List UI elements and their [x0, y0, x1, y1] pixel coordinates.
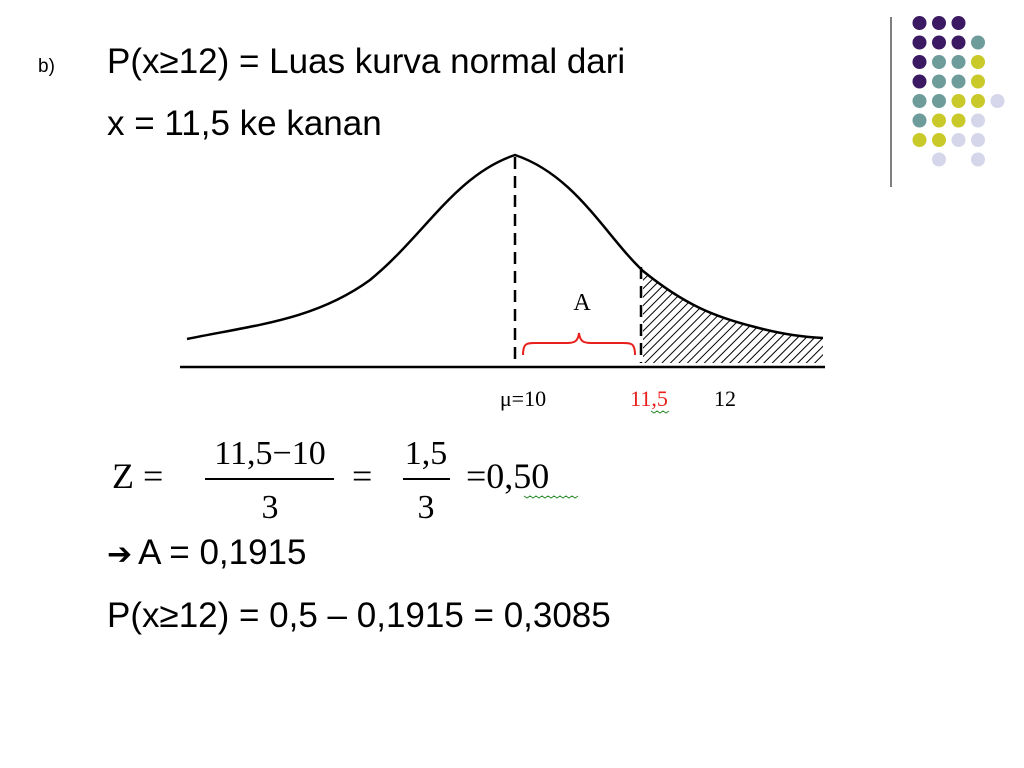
- right-arrow-icon: ➔: [107, 537, 133, 572]
- normal-curve-figure: A μ=10 11,5 12: [180, 153, 825, 414]
- decorative-dot: [951, 16, 966, 30]
- decorative-dot: [932, 16, 946, 30]
- decorative-dot: [951, 133, 966, 147]
- decorative-dot: [951, 55, 966, 69]
- fraction2-denominator: 3: [418, 489, 435, 526]
- decorative-dot: [912, 113, 927, 128]
- fraction2-numerator: 1,5: [405, 435, 448, 472]
- decorative-dot: [932, 133, 946, 147]
- area-a-brace: [522, 332, 636, 356]
- decorative-dot: [912, 94, 927, 108]
- decorative-dot: [912, 74, 927, 89]
- decorative-dot: [912, 133, 927, 147]
- normal-curve: [186, 153, 824, 341]
- area-a-result: ➔ A = 0,1915: [107, 533, 307, 573]
- decorative-dot: [951, 113, 966, 128]
- decorative-dot: [971, 152, 985, 167]
- decorative-dot: [932, 113, 946, 128]
- decorative-dot-grid: [912, 16, 1005, 167]
- decorative-dot: [971, 55, 985, 69]
- final-probability: P(x≥12) = 0,5 – 0,1915 = 0,3085: [107, 596, 611, 635]
- decorative-dot: [932, 35, 946, 50]
- decorative-dot: [971, 74, 985, 89]
- fraction1-numerator: 11,5−10: [214, 435, 325, 472]
- decorative-dot: [912, 35, 927, 50]
- decorative-dot: [971, 35, 985, 50]
- decorative-dot: [971, 133, 985, 147]
- boundary-label: 11,5: [630, 386, 668, 411]
- problem-statement-line-2: x = 11,5 ke kanan: [107, 104, 382, 143]
- mean-label: μ=10: [500, 386, 546, 411]
- decorative-dot: [951, 94, 966, 108]
- result-value: =0,50: [466, 456, 549, 496]
- fraction1-denominator: 3: [262, 489, 279, 526]
- decorative-dot: [990, 94, 1005, 108]
- twelve-label: 12: [714, 386, 736, 411]
- decorative-dot: [932, 55, 946, 69]
- decorative-dot: [932, 152, 946, 167]
- decorative-dot: [971, 113, 985, 128]
- z-equals: Z =: [112, 456, 163, 496]
- spellcheck-underline: [650, 410, 670, 414]
- decorative-dot: [912, 55, 927, 69]
- decorative-dot: [951, 35, 966, 50]
- shaded-tail-area: [643, 271, 823, 363]
- equals-sign: =: [352, 456, 372, 496]
- area-a-value: A = 0,1915: [138, 533, 307, 572]
- problem-statement-line-1: P(x≥12) = Luas kurva normal dari: [107, 42, 626, 81]
- decorative-dot: [971, 94, 985, 108]
- divider-line: [890, 17, 892, 187]
- decorative-dot: [912, 16, 927, 30]
- area-a-label: A: [573, 290, 591, 316]
- spellcheck-underline: [523, 495, 579, 499]
- decorative-dot: [951, 74, 966, 89]
- z-score-formula: Z = 11,5−10 3 = 1,5 3 =0,50: [112, 435, 579, 526]
- decorative-dot: [932, 74, 946, 89]
- decorative-dot: [932, 94, 946, 108]
- list-bullet: b): [38, 56, 55, 77]
